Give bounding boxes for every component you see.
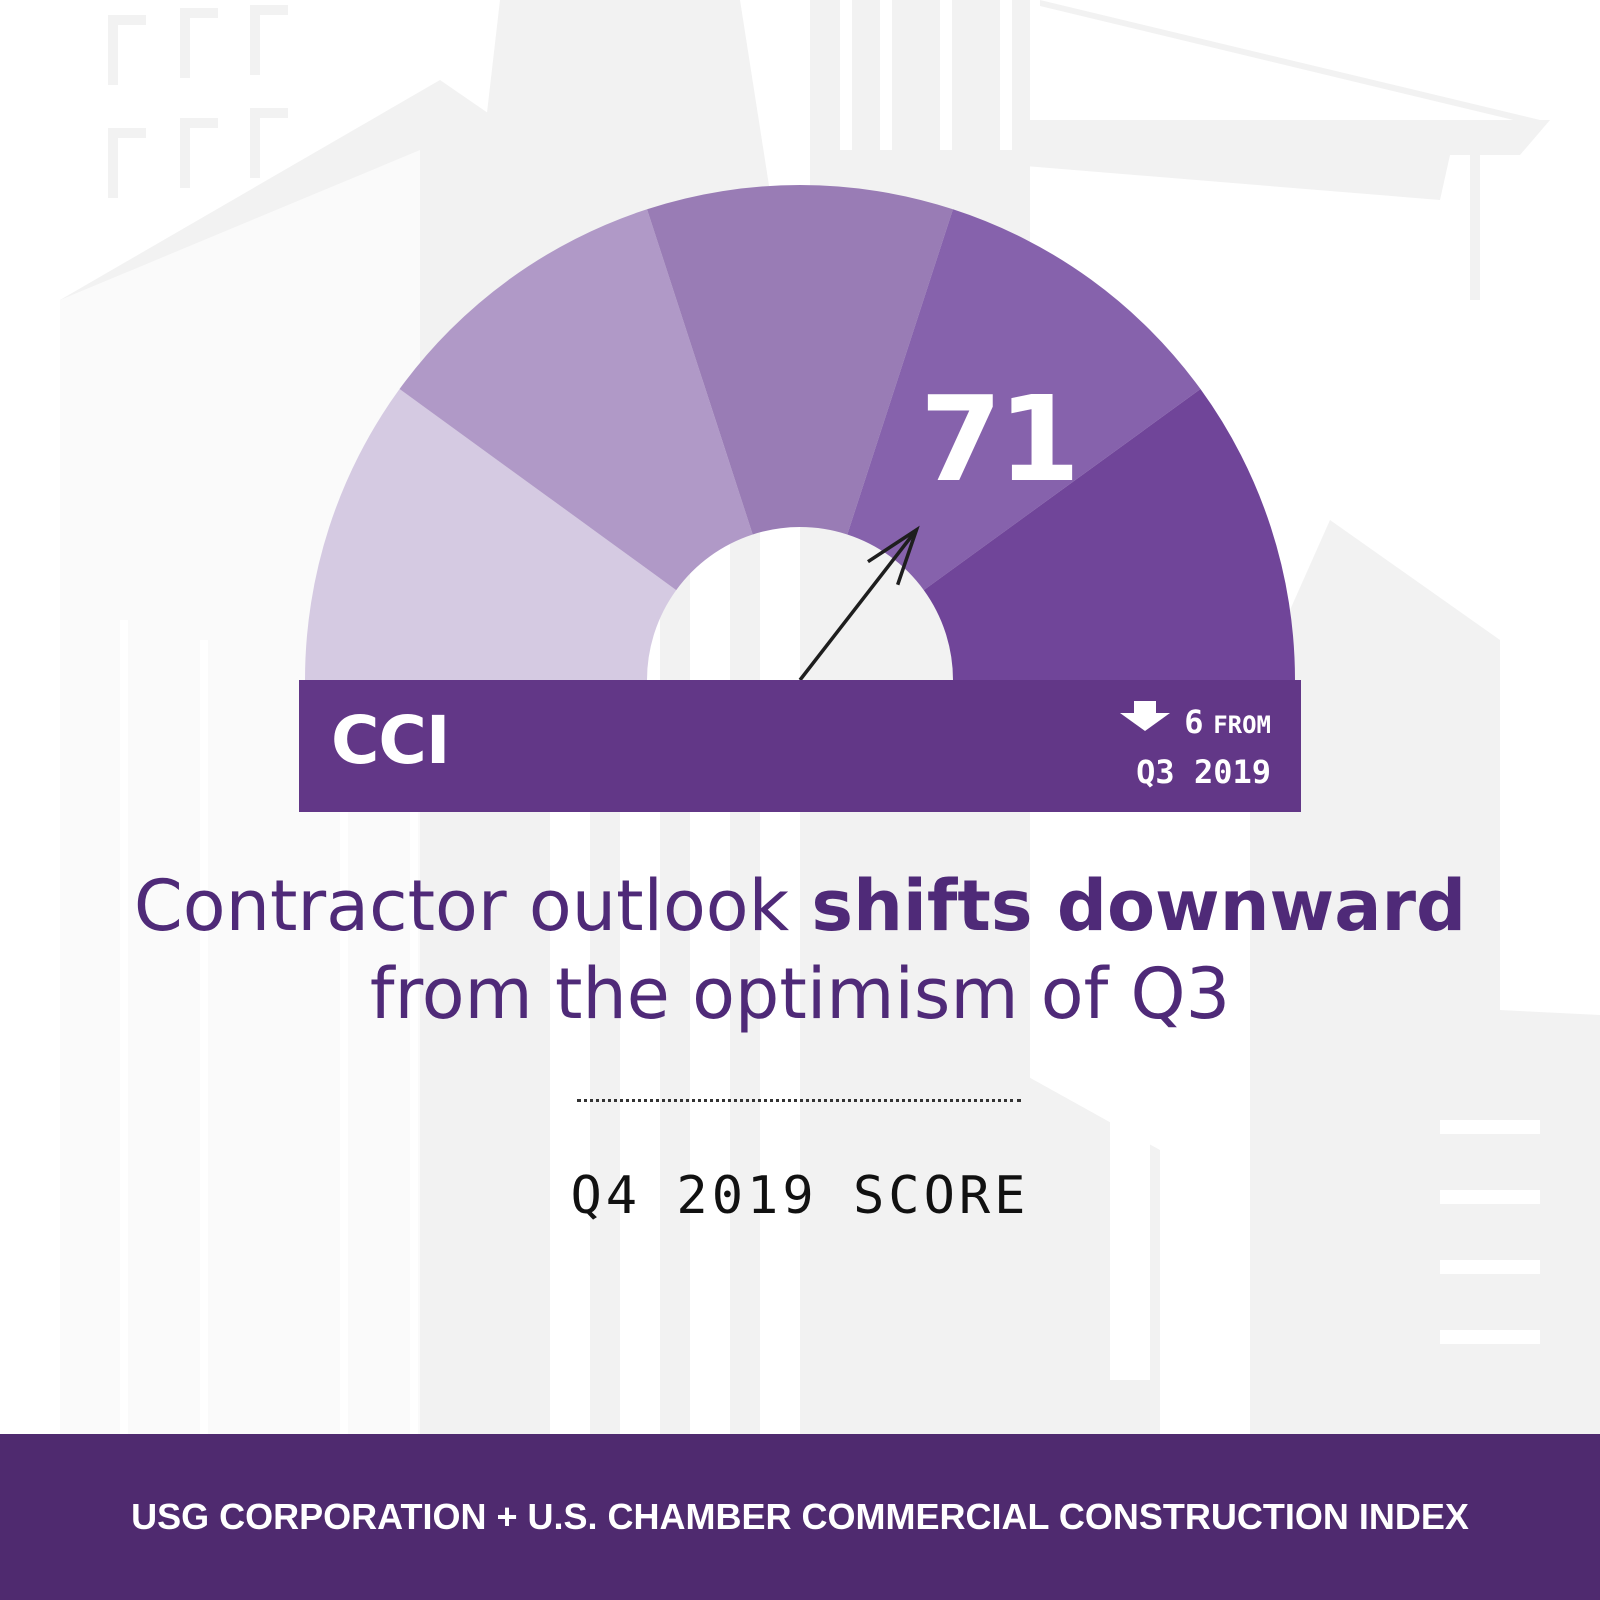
dotted-divider <box>577 1099 1021 1102</box>
headline-line2: from the optimism of Q3 <box>369 953 1231 1035</box>
gauge-needle <box>798 525 920 682</box>
change-period: Q3 2019 <box>1136 753 1271 791</box>
gauge-segment-1 <box>305 389 677 680</box>
change-from: FROM <box>1213 711 1271 739</box>
gauge-segment-4 <box>847 209 1201 591</box>
cci-label: CCI <box>331 702 450 779</box>
change-indicator: 6 FROM Q3 2019 <box>1120 700 1271 794</box>
score-label: Q4 2019 SCORE <box>570 1166 1030 1226</box>
headline-emphasis: shifts downward <box>811 865 1467 947</box>
gauge-segment-3 <box>647 185 953 535</box>
change-amount: 6 <box>1184 703 1204 741</box>
headline: Contractor outlook shifts downward from … <box>0 862 1600 1038</box>
headline-part1: Contractor outlook <box>133 865 812 947</box>
footer-text: USG CORPORATION + U.S. CHAMBER COMMERCIA… <box>131 1496 1469 1537</box>
cci-gauge <box>305 185 1295 682</box>
gauge-segment-2 <box>399 209 753 591</box>
gauge-segment-5 <box>923 389 1295 680</box>
cci-panel: CCI 6 FROM Q3 2019 <box>299 680 1301 812</box>
footer-banner: USG CORPORATION + U.S. CHAMBER COMMERCIA… <box>0 1434 1600 1600</box>
arrow-down-icon <box>1120 701 1171 731</box>
gauge-value: 71 <box>920 370 1080 508</box>
